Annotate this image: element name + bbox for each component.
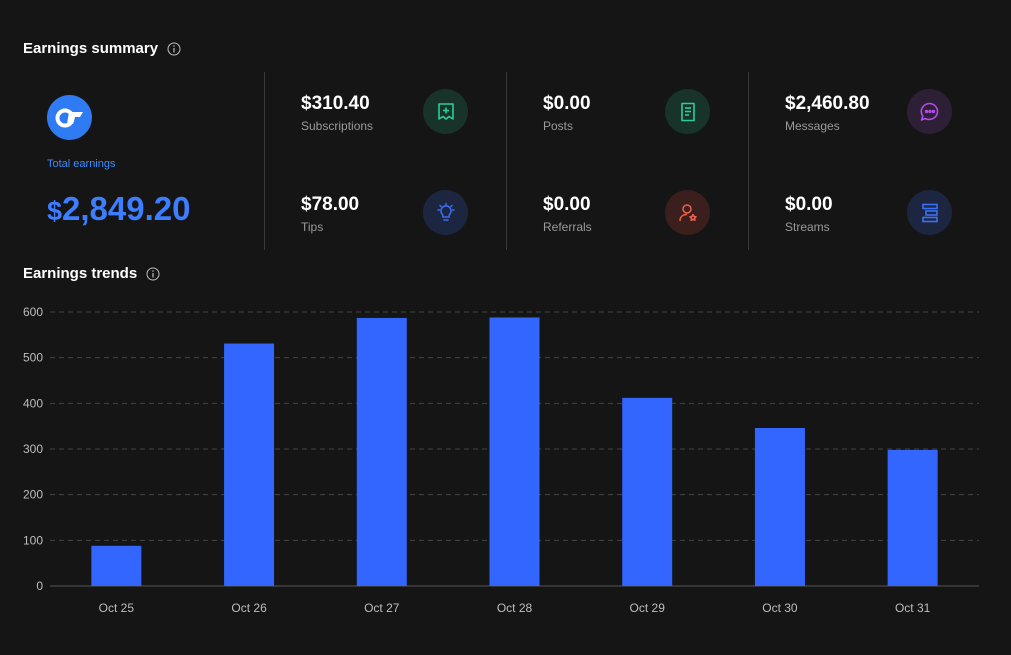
- x-tick-label: Oct 30: [762, 601, 798, 615]
- earnings-trends-heading: Earnings trends: [23, 265, 160, 282]
- bar[interactable]: [489, 317, 540, 586]
- stat-label: Referrals: [543, 220, 592, 234]
- bar[interactable]: [224, 343, 275, 586]
- x-tick-label: Oct 27: [364, 601, 400, 615]
- y-tick-label: 0: [36, 579, 43, 593]
- stat-referrals: $0.00 Referrals: [543, 173, 753, 235]
- x-tick-label: Oct 25: [99, 601, 135, 615]
- total-earnings-block: Total earnings $2,849.20: [47, 72, 257, 250]
- stat-messages: $2,460.80 Messages: [785, 72, 995, 134]
- stat-label: Posts: [543, 119, 574, 133]
- total-amount: 2,849.20: [62, 190, 191, 227]
- stat-posts: $0.00 Posts: [543, 72, 753, 134]
- bar[interactable]: [754, 427, 805, 586]
- total-earnings-value: $2,849.20: [47, 190, 191, 228]
- stat-value: $310.40: [301, 93, 370, 114]
- stat-value: $0.00: [543, 93, 591, 114]
- y-tick-label: 400: [23, 396, 43, 410]
- earnings-trends-chart: 0 100 200 300 400 500 600 Oct 25 Oct 26 Oct 27 Oct…: [0, 295, 1011, 635]
- bar[interactable]: [887, 449, 938, 586]
- x-tick-label: Oct 29: [630, 601, 666, 615]
- y-tick-label: 600: [23, 305, 43, 319]
- total-currency: $: [47, 196, 63, 226]
- stat-subscriptions: $310.40 Subscriptions: [301, 72, 511, 134]
- y-tick-label: 200: [23, 488, 43, 502]
- referral-user-icon: [665, 190, 710, 235]
- bar[interactable]: [356, 317, 407, 586]
- stat-value: $0.00: [543, 194, 591, 215]
- stat-value: $78.00: [301, 194, 360, 215]
- x-tick-label: Oct 28: [497, 601, 533, 615]
- subscription-icon: [423, 89, 468, 134]
- earnings-summary-heading: Earnings summary: [23, 40, 181, 57]
- chat-bubble-icon: [907, 89, 952, 134]
- stat-value: $0.00: [785, 194, 833, 215]
- stat-label: Streams: [785, 220, 830, 234]
- earnings-summary-title: Earnings summary: [23, 40, 159, 57]
- bar[interactable]: [91, 545, 142, 586]
- total-earnings-label: Total earnings: [47, 158, 116, 170]
- document-icon: [665, 89, 710, 134]
- divider: [506, 72, 507, 250]
- y-tick-label: 100: [23, 533, 43, 547]
- stat-label: Subscriptions: [301, 119, 374, 133]
- streams-icon: [907, 190, 952, 235]
- earnings-trends-title: Earnings trends: [23, 265, 138, 282]
- stat-streams: $0.00 Streams: [785, 173, 995, 235]
- lightbulb-icon: [423, 190, 468, 235]
- x-tick-label: Oct 26: [231, 601, 267, 615]
- bar-chart-svg: 0 100 200 300 400 500 600 Oct 25 Oct 26 Oct 27 Oct…: [23, 305, 979, 615]
- onlyfans-logo-icon: [47, 95, 92, 140]
- info-icon[interactable]: [146, 267, 160, 281]
- stat-tips: $78.00 Tips: [301, 173, 511, 235]
- divider: [748, 72, 749, 250]
- earnings-summary-panel: Total earnings $2,849.20 $310.40 Subscri…: [0, 72, 1011, 250]
- divider: [264, 72, 265, 250]
- stat-value: $2,460.80: [785, 93, 870, 114]
- y-tick-label: 500: [23, 351, 43, 365]
- y-tick-label: 300: [23, 442, 43, 456]
- x-tick-label: Oct 31: [895, 601, 931, 615]
- stat-label: Messages: [785, 119, 840, 133]
- stat-label: Tips: [301, 220, 324, 234]
- info-icon[interactable]: [167, 42, 181, 56]
- bar[interactable]: [622, 397, 673, 586]
